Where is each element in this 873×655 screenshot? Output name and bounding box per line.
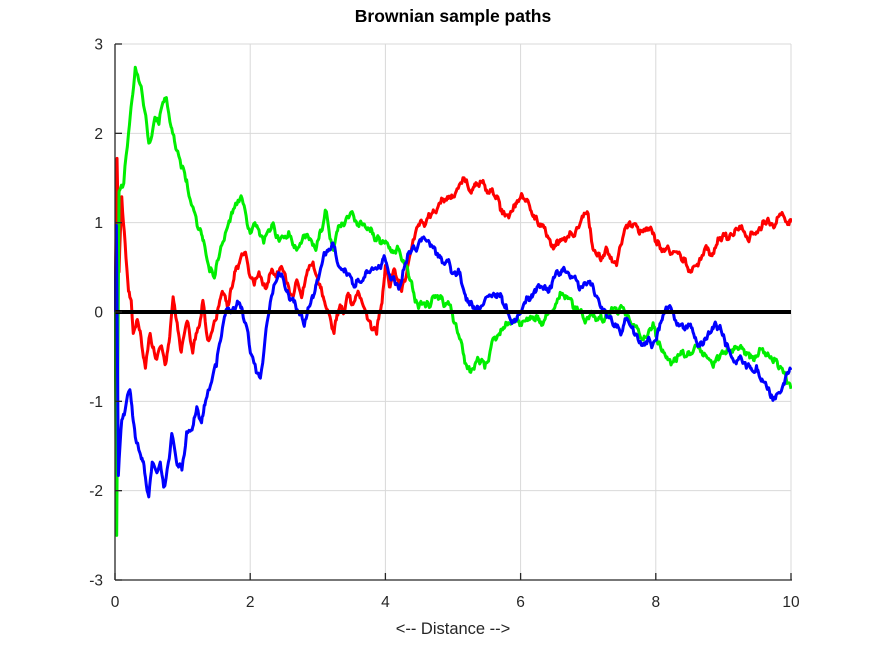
y-tick-label-2: 2 bbox=[94, 126, 103, 143]
x-tick-label-0: 0 bbox=[111, 594, 120, 611]
x-axis-label: <-- Distance --> bbox=[395, 620, 511, 638]
x-tick-label-8: 8 bbox=[651, 594, 660, 611]
x-tick-label-4: 4 bbox=[381, 594, 390, 611]
y-tick-label-0: 0 bbox=[94, 305, 103, 322]
series-group bbox=[114, 65, 792, 537]
y-tick-label--1: -1 bbox=[89, 394, 103, 411]
y-tick-label--3: -3 bbox=[89, 573, 103, 590]
y-tick-label--2: -2 bbox=[89, 483, 103, 500]
y-tick-label-1: 1 bbox=[94, 215, 103, 232]
x-tick-label-6: 6 bbox=[516, 594, 525, 611]
y-tick-label-3: 3 bbox=[94, 37, 103, 54]
x-tick-label-2: 2 bbox=[246, 594, 255, 611]
x-tick-label-10: 10 bbox=[782, 594, 800, 611]
chart-title: Brownian sample paths bbox=[354, 6, 552, 26]
brownian-path-green bbox=[114, 65, 792, 537]
brownian-path-red bbox=[114, 156, 792, 370]
